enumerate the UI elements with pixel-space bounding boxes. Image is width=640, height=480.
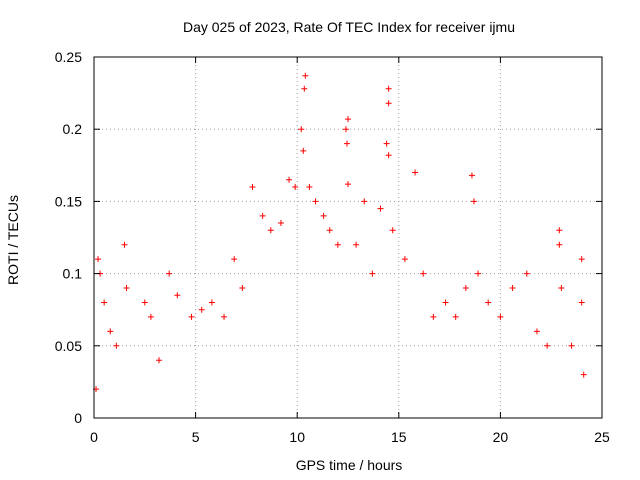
data-point xyxy=(442,299,449,306)
data-point xyxy=(383,140,390,147)
data-point xyxy=(312,198,319,205)
data-point xyxy=(558,285,565,292)
chart-title: Day 025 of 2023, Rate Of TEC Index for r… xyxy=(183,19,515,35)
x-tick-label: 20 xyxy=(493,429,509,445)
y-tick-label: 0.05 xyxy=(55,338,82,354)
data-point xyxy=(377,205,384,212)
data-point xyxy=(470,198,477,205)
data-point xyxy=(326,227,333,234)
data-point xyxy=(141,299,148,306)
data-point xyxy=(166,270,173,277)
data-point xyxy=(292,183,299,190)
data-point xyxy=(485,299,492,306)
data-point xyxy=(523,270,530,277)
data-point xyxy=(342,126,349,133)
data-point xyxy=(95,256,102,263)
data-point xyxy=(430,313,437,320)
data-point xyxy=(369,270,376,277)
data-point xyxy=(343,140,350,147)
data-point xyxy=(412,169,419,176)
data-point xyxy=(198,306,205,313)
data-point xyxy=(385,152,392,159)
data-point xyxy=(345,181,351,188)
data-point xyxy=(301,85,308,92)
data-point xyxy=(334,241,341,248)
data-point xyxy=(113,342,120,349)
axis-ticks: 0 5 10 15 20 25 0 0.05 0.1 0.15 0.2 0.25 xyxy=(55,49,610,445)
x-tick-label: 5 xyxy=(192,429,200,445)
y-tick-label: 0 xyxy=(74,410,82,426)
data-point xyxy=(361,198,368,205)
data-point xyxy=(277,220,284,227)
data-point xyxy=(556,227,563,234)
data-point xyxy=(401,256,408,263)
data-point xyxy=(385,85,392,92)
data-point xyxy=(107,328,114,335)
data-point xyxy=(147,313,154,320)
data-point xyxy=(580,371,587,378)
data-point xyxy=(462,285,469,292)
data-point xyxy=(239,285,246,292)
y-axis-label: ROTI / TECUs xyxy=(5,195,21,285)
x-tick-label: 15 xyxy=(391,429,407,445)
x-tick-label: 25 xyxy=(594,429,610,445)
data-point xyxy=(306,183,313,190)
data-point xyxy=(475,270,482,277)
y-tick-label: 0.2 xyxy=(63,121,83,137)
data-point xyxy=(249,183,256,190)
data-point xyxy=(389,227,396,234)
data-point xyxy=(578,299,585,306)
data-point xyxy=(221,313,228,320)
data-point xyxy=(544,342,551,349)
y-tick-label: 0.25 xyxy=(55,49,82,65)
data-point xyxy=(420,270,427,277)
data-point xyxy=(320,212,327,219)
x-tick-label: 0 xyxy=(90,429,98,445)
data-point xyxy=(298,126,305,133)
data-point xyxy=(556,241,563,248)
data-point xyxy=(300,147,307,154)
data-point xyxy=(286,176,293,183)
x-axis-label: GPS time / hours xyxy=(296,457,403,473)
data-point xyxy=(452,313,459,320)
plot-frame xyxy=(93,56,603,419)
data-point xyxy=(345,116,351,123)
y-tick-label: 0.1 xyxy=(63,266,83,282)
data-point xyxy=(121,241,128,248)
data-point xyxy=(468,172,475,179)
data-point xyxy=(509,285,516,292)
grid-lines xyxy=(94,57,602,418)
y-tick-label: 0.15 xyxy=(55,193,82,209)
data-point xyxy=(123,285,130,292)
data-point xyxy=(231,256,238,263)
data-point xyxy=(156,357,163,364)
data-point xyxy=(497,313,504,320)
data-point xyxy=(385,100,392,107)
x-tick-label: 10 xyxy=(289,429,305,445)
data-point xyxy=(533,328,540,335)
data-point xyxy=(302,72,309,79)
data-point xyxy=(101,299,108,306)
data-point xyxy=(578,256,585,263)
data-point xyxy=(568,342,575,349)
data-point xyxy=(188,313,195,320)
data-point xyxy=(267,227,274,234)
data-point xyxy=(174,292,181,299)
data-point xyxy=(208,299,215,306)
data-point xyxy=(353,241,360,248)
data-point xyxy=(259,212,266,219)
data-points xyxy=(93,72,587,393)
